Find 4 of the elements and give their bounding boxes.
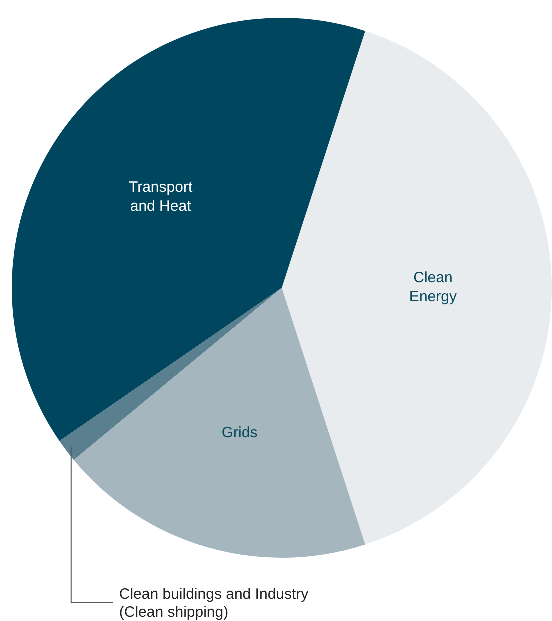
slice-label: Grids [222, 424, 258, 442]
slice-label: Transport and Heat [128, 179, 194, 216]
slice-label: Clean Energy [409, 270, 458, 306]
slice-label: Clean buildings and Industry (Clean shipping) [119, 586, 310, 621]
